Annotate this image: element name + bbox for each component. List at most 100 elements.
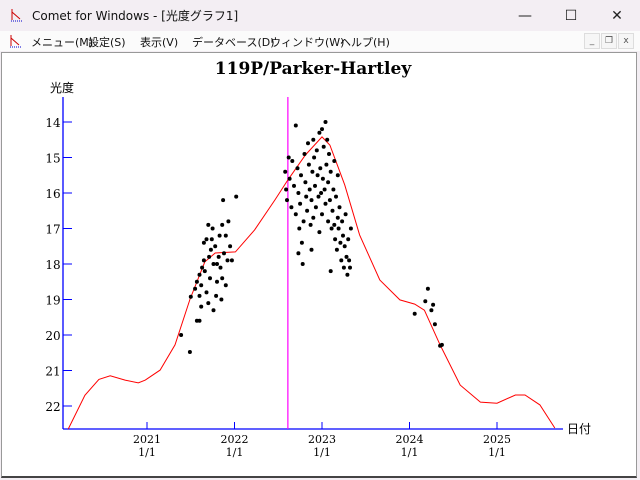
observation-point — [223, 283, 228, 288]
observation-point — [213, 244, 218, 249]
observation-point — [298, 201, 303, 206]
observation-point — [297, 226, 302, 231]
observation-point — [285, 198, 289, 203]
observation-point — [326, 180, 331, 185]
mdi-minimize-button[interactable]: _ — [584, 33, 600, 49]
observation-point — [319, 191, 324, 195]
observation-point — [299, 240, 304, 245]
observation-point — [318, 166, 323, 171]
mdi-restore-button[interactable]: ❐ — [601, 33, 617, 49]
maximize-button[interactable]: ☐ — [564, 7, 578, 24]
title-bar: Comet for Windows - [光度グラフ1] — ☐ ✕ — [0, 0, 640, 31]
observation-point — [223, 233, 228, 238]
observation-point — [197, 272, 202, 277]
observation-point — [325, 137, 330, 142]
observation-point — [423, 299, 428, 304]
y-tick-label: 18 — [45, 258, 60, 272]
menu-item-menu[interactable]: メニュー(M) — [31, 36, 94, 49]
observation-point — [296, 191, 301, 195]
observation-point — [208, 247, 213, 252]
observation-point — [332, 159, 337, 163]
observation-point — [226, 219, 231, 224]
observation-point — [217, 233, 222, 238]
menu-item-view[interactable]: 表示(V) — [140, 36, 179, 49]
observation-point — [302, 152, 307, 156]
observation-point — [207, 254, 212, 259]
observation-point — [304, 194, 309, 199]
observation-point — [206, 222, 211, 227]
y-tick-label: 16 — [45, 187, 60, 201]
menu-item-help[interactable]: ヘルプ(H) — [340, 36, 390, 49]
observation-point — [221, 198, 226, 203]
observation-point — [293, 212, 298, 217]
x-tick-sublabel: 1/1 — [488, 446, 506, 459]
y-tick-label: 19 — [45, 294, 60, 308]
observation-point — [339, 258, 344, 263]
menu-item-database[interactable]: データベース(D) — [192, 36, 275, 49]
observation-point — [204, 290, 209, 295]
x-tick-label: 2023 — [308, 433, 336, 446]
observation-point — [317, 230, 322, 235]
minimize-button[interactable]: — — [518, 7, 532, 24]
observation-point — [323, 201, 328, 206]
close-button[interactable]: ✕ — [611, 7, 623, 24]
observation-point — [229, 258, 234, 263]
observation-point — [305, 208, 310, 213]
observation-point — [310, 169, 315, 174]
y-tick-label: 22 — [45, 400, 60, 414]
observation-point — [337, 205, 342, 210]
observation-point — [204, 237, 209, 242]
observation-point — [324, 162, 329, 167]
observation-point — [335, 173, 340, 178]
observation-point — [309, 198, 314, 203]
observation-point — [323, 120, 328, 124]
observation-point — [412, 311, 417, 316]
observation-point — [328, 269, 333, 274]
y-tick-label: 14 — [45, 116, 61, 130]
observation-point — [346, 237, 351, 242]
observation-point — [321, 144, 326, 149]
observation-point — [234, 194, 239, 199]
observation-point — [330, 208, 335, 213]
observation-point — [301, 219, 306, 224]
observation-point — [211, 308, 216, 313]
observation-point — [290, 159, 295, 163]
observation-point — [348, 265, 352, 270]
observation-point — [341, 265, 346, 270]
observation-point — [296, 251, 301, 256]
window-title: Comet for Windows - [光度グラフ1] — [32, 9, 239, 23]
observation-point — [218, 265, 223, 270]
observation-point — [348, 226, 353, 231]
observation-point — [199, 283, 204, 288]
observation-point — [307, 187, 312, 192]
observation-point — [429, 308, 434, 313]
observation-point — [228, 244, 233, 249]
observation-point — [208, 276, 212, 281]
y-axis-label: 光度 — [50, 80, 74, 95]
mdi-close-button[interactable]: x — [618, 33, 634, 49]
observation-point — [439, 342, 444, 347]
y-tick-label: 17 — [45, 223, 60, 237]
observation-point — [327, 152, 331, 156]
observation-point — [317, 130, 322, 135]
observation-point — [292, 183, 296, 188]
observation-point — [219, 297, 224, 302]
menu-item-settings[interactable]: 設定(S) — [88, 36, 126, 49]
observation-point — [209, 237, 214, 242]
observation-point — [309, 247, 314, 252]
observation-point — [303, 180, 308, 185]
x-axis-label: 日付 — [567, 422, 591, 436]
observation-point — [329, 226, 334, 231]
observation-point — [311, 137, 316, 142]
observation-point — [295, 166, 300, 171]
observation-point — [320, 127, 324, 132]
graph-window — [1, 52, 637, 478]
menu-item-window[interactable]: ウィンドウ(W) — [270, 36, 345, 49]
document-icon[interactable] — [9, 34, 23, 48]
observation-point — [328, 169, 333, 174]
x-tick-sublabel: 1/1 — [226, 446, 244, 459]
observation-point — [334, 247, 339, 252]
observation-point — [347, 258, 352, 263]
observation-point — [308, 222, 313, 227]
